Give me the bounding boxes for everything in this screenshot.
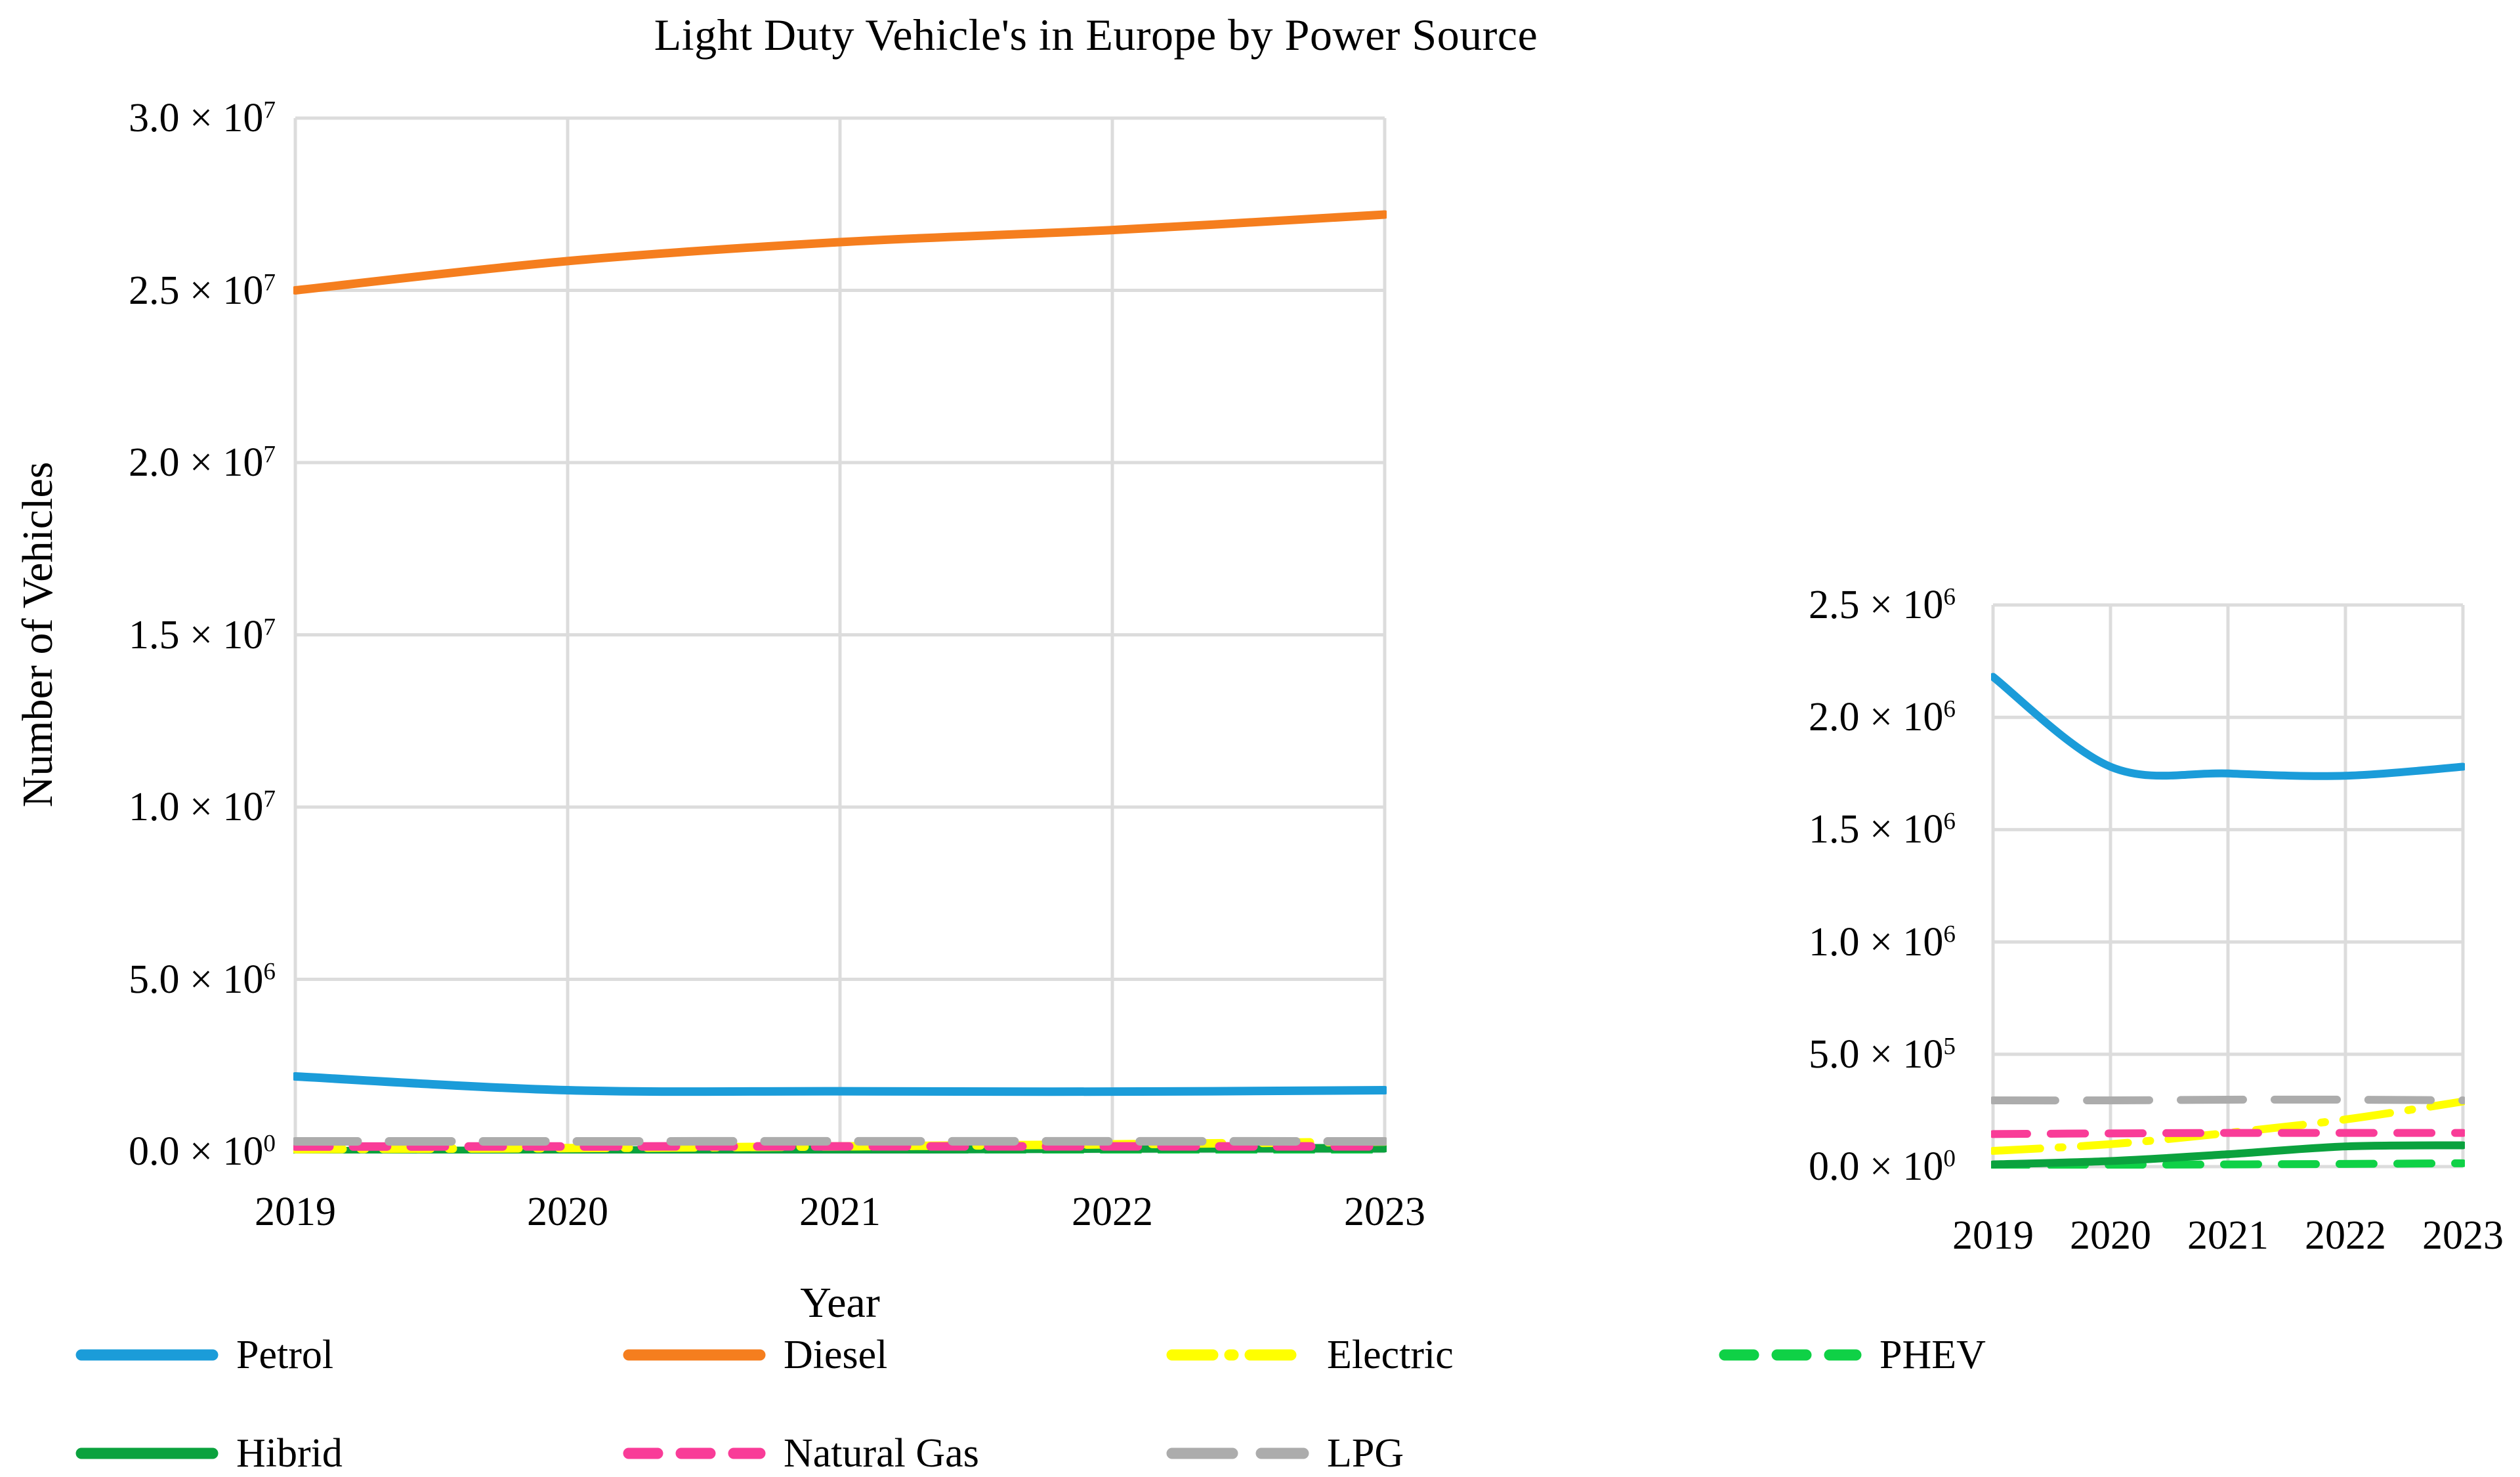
petrol-line-swatch-icon: [75, 1343, 219, 1367]
main-chart-plot-area: [293, 116, 1387, 1154]
chart-title: Light Duty Vehicle's in Europe by Power …: [394, 9, 1798, 61]
inset-y-tick-label: 2.5 × 106: [1601, 578, 1956, 632]
legend-label-electric: Electric: [1327, 1332, 1454, 1379]
diesel-line-swatch-icon: [622, 1343, 766, 1367]
main-y-tick-label: 1.0 × 107: [0, 780, 276, 834]
inset-x-tick-label: 2022: [2283, 1209, 2408, 1262]
legend-item-phev: PHEV: [1718, 1335, 1986, 1375]
series-line-natural-gas: [1993, 1133, 2463, 1134]
phev-line-swatch-icon: [1718, 1343, 1862, 1367]
main-x-axis-title: Year: [676, 1278, 1004, 1328]
inset-y-tick-label: 2.0 × 106: [1601, 690, 1956, 744]
legend-label-natural-gas: Natural Gas: [784, 1430, 979, 1477]
main-x-tick-label: 2022: [1040, 1185, 1185, 1239]
main-y-tick-label: 2.0 × 107: [0, 436, 276, 489]
main-x-tick-label: 2021: [768, 1185, 912, 1239]
main-y-tick-label: 0.0 × 100: [0, 1125, 276, 1178]
hibrid-line-swatch-icon: [75, 1442, 219, 1465]
main-x-tick-label: 2019: [223, 1185, 368, 1239]
legend-item-electric: Electric: [1166, 1335, 1454, 1375]
legend-label-lpg: LPG: [1327, 1430, 1404, 1477]
legend-label-phev: PHEV: [1880, 1332, 1986, 1379]
legend-item-lpg: LPG: [1166, 1434, 1404, 1473]
inset-x-tick-label: 2021: [2166, 1209, 2290, 1262]
legend-item-hibrid: Hibrid: [75, 1434, 343, 1473]
inset-y-tick-label: 0.0 × 100: [1601, 1140, 1956, 1194]
electric-line-swatch-icon: [1166, 1343, 1310, 1367]
natural-gas-line-swatch-icon: [622, 1442, 766, 1465]
main-x-tick-label: 2020: [495, 1185, 640, 1239]
inset-y-tick-label: 5.0 × 105: [1601, 1028, 1956, 1081]
inset-x-tick-label: 2020: [2048, 1209, 2173, 1262]
inset-x-tick-label: 2019: [1931, 1209, 2055, 1262]
main-y-tick-label: 2.5 × 107: [0, 264, 276, 318]
inset-y-tick-label: 1.5 × 106: [1601, 802, 1956, 856]
main-y-tick-label: 5.0 × 106: [0, 953, 276, 1007]
legend-item-natural-gas: Natural Gas: [622, 1434, 979, 1473]
main-y-tick-label: 3.0 × 107: [0, 91, 276, 145]
legend-label-hibrid: Hibrid: [236, 1430, 343, 1477]
inset-y-tick-label: 1.0 × 106: [1601, 915, 1956, 969]
legend-label-petrol: Petrol: [236, 1332, 333, 1379]
lpg-line-swatch-icon: [1166, 1442, 1310, 1465]
inset-x-tick-label: 2023: [2401, 1209, 2520, 1262]
inset-chart-plot-area: [1991, 603, 2465, 1169]
legend-label-diesel: Diesel: [784, 1332, 887, 1379]
main-x-tick-label: 2023: [1312, 1185, 1457, 1239]
legend-item-petrol: Petrol: [75, 1335, 333, 1375]
legend-item-diesel: Diesel: [622, 1335, 887, 1375]
main-y-tick-label: 1.5 × 107: [0, 608, 276, 662]
